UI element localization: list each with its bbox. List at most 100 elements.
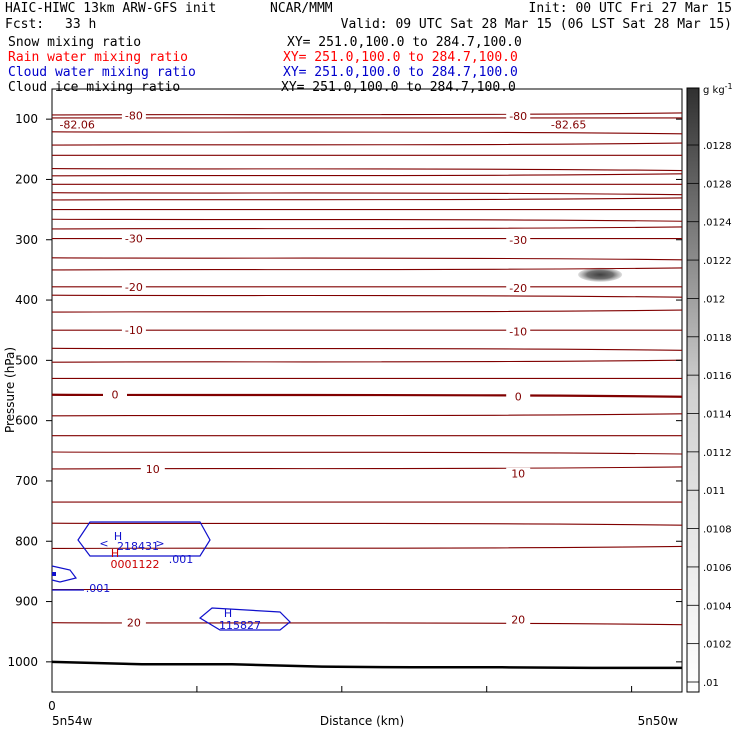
isotherm-label: -20 xyxy=(125,281,143,294)
isotherm-label-bg xyxy=(506,467,531,480)
isotherm-line xyxy=(51,451,683,455)
y-tick-label: 200 xyxy=(15,172,38,186)
rain-water-max-value: 0001122 xyxy=(111,558,160,571)
temperature-extreme-label: -82.65 xyxy=(551,118,586,131)
field-name-cloud-water: Cloud water mixing ratio xyxy=(8,65,196,80)
isotherm-line xyxy=(51,257,683,261)
colorbar-unit-sup: -1 xyxy=(725,82,733,91)
cloud-water-contour-label-1: .001 xyxy=(169,553,194,566)
colorbar-tick-label: .0118 xyxy=(703,333,732,344)
center-label: NCAR/MMM xyxy=(270,1,333,16)
cloud-water-max-value: 218431 xyxy=(117,540,159,553)
init-time: Init: 00 UTC Fri 27 Mar 15 xyxy=(528,1,733,16)
plot-frame xyxy=(51,88,683,693)
isotherm-label-bg xyxy=(121,280,146,293)
isotherm-label: -10 xyxy=(509,325,527,338)
colorbar-unit: g kg-1 xyxy=(703,82,733,96)
colorbar xyxy=(686,87,700,693)
isotherm-label-bg xyxy=(506,325,531,338)
isotherm-line xyxy=(51,226,683,230)
isotherm-label-bg xyxy=(121,232,146,245)
field-name-cloud-ice: Cloud ice mixing ratio xyxy=(8,80,181,95)
x-axis-label: Distance (km) xyxy=(320,714,404,728)
rain-water-max-H: H xyxy=(111,547,119,560)
isotherm-line xyxy=(51,218,683,222)
isotherm-label-bg xyxy=(121,109,146,122)
colorbar-tick-label: .012 xyxy=(703,294,725,305)
colorbar-tick-label: .011 xyxy=(703,486,725,497)
isotherm-label: 10 xyxy=(146,463,160,476)
cloud-water-max-mark xyxy=(52,572,56,576)
isotherm-line xyxy=(51,466,683,470)
isotherm-line xyxy=(51,347,683,351)
isotherm-line xyxy=(51,197,683,201)
isotherm-label: 20 xyxy=(127,617,141,630)
cloud-water-max-bracket-right: > xyxy=(155,537,164,550)
isotherm-line xyxy=(51,522,683,526)
y-tick-label: 400 xyxy=(15,293,38,307)
colorbar-tick-label: .0104 xyxy=(703,601,732,612)
isotherm-line xyxy=(51,622,683,626)
y-tick-label: 100 xyxy=(15,112,38,126)
isotherm-label: -80 xyxy=(509,110,527,123)
y-tick-label: 800 xyxy=(15,534,38,548)
isotherm-label: -20 xyxy=(509,282,527,295)
isotherm-line xyxy=(51,112,683,116)
isotherm-line xyxy=(51,267,683,271)
temperature-extreme-label: -82.06 xyxy=(59,118,94,131)
y-tick-label: 1000 xyxy=(7,655,38,669)
colorbar-tick-label: .0114 xyxy=(703,410,732,421)
isotherm-line xyxy=(51,294,683,298)
cloud-water-contour-label-2: .001 xyxy=(86,582,111,595)
colorbar-tick-label: .0124 xyxy=(703,218,732,229)
model-title: HAIC-HIWC 13km ARW-GFS init xyxy=(5,1,217,16)
cloud-ice-blob xyxy=(578,267,623,282)
x-left-label: 5n54w xyxy=(52,714,93,728)
isotherm-label-bg xyxy=(103,388,127,401)
field-xy-cloud-ice: XY= 251.0,100.0 to 284.7,100.0 xyxy=(281,80,516,95)
y-tick-label: 900 xyxy=(15,595,38,609)
isotherm-label-bg xyxy=(506,110,531,123)
colorbar-tick-label: .0122 xyxy=(703,256,732,267)
colorbar-tick-label: .0116 xyxy=(703,371,732,382)
isotherm-line xyxy=(51,131,683,135)
cloud-water-max2-value: 115827 xyxy=(219,619,261,632)
colorbar-tick-label: .0112 xyxy=(703,448,732,459)
colorbar-tick-label: .0128 xyxy=(703,141,732,152)
cloud-water-contour-4 xyxy=(198,607,291,631)
field-xy-rain: XY= 251.0,100.0 to 284.7,100.0 xyxy=(283,50,518,65)
colorbar-tick-label: .0108 xyxy=(703,525,732,536)
cloud-water-max-H: H xyxy=(114,530,122,543)
y-tick-label: 500 xyxy=(15,353,38,367)
isotherm-label: -30 xyxy=(509,234,527,247)
isotherm-label: 20 xyxy=(511,614,525,627)
cloud-water-max-bracket-left: < xyxy=(99,537,108,550)
isotherm-label: -10 xyxy=(125,324,143,337)
y-tick-label: 600 xyxy=(15,414,38,428)
fcst-label: Fcst: xyxy=(5,17,45,32)
isotherm-line xyxy=(51,545,683,550)
x-right-label: 5n50w xyxy=(638,714,679,728)
colorbar-tick-label: .01 xyxy=(703,678,719,689)
isotherm-line xyxy=(51,168,683,172)
isotherm-line xyxy=(51,173,683,177)
isotherm-line xyxy=(51,393,683,398)
isotherm-line xyxy=(51,309,683,313)
isotherm-line xyxy=(51,142,683,146)
y-axis-label: Pressure (hPa) xyxy=(3,347,17,433)
field-name-rain: Rain water mixing ratio xyxy=(8,50,189,65)
colorbar-tick-label: .0102 xyxy=(703,640,732,651)
isotherm-label: 10 xyxy=(511,468,525,481)
field-xy-snow: XY= 251.0,100.0 to 284.7,100.0 xyxy=(287,35,522,50)
isotherm-label-bg xyxy=(506,613,531,626)
fcst-value: 33 h xyxy=(65,17,97,32)
isotherm-label-bg xyxy=(140,462,165,475)
isotherm-label-bg xyxy=(121,324,146,337)
field-xy-cloud-water: XY= 251.0,100.0 to 284.7,100.0 xyxy=(283,65,518,80)
isotherm-line xyxy=(51,359,683,363)
isotherm-label-bg xyxy=(506,233,531,246)
colorbar-tick-label: .0128 xyxy=(703,179,732,190)
cloud-water-max2-H: H xyxy=(224,607,232,620)
isotherm-label: -80 xyxy=(125,110,143,123)
